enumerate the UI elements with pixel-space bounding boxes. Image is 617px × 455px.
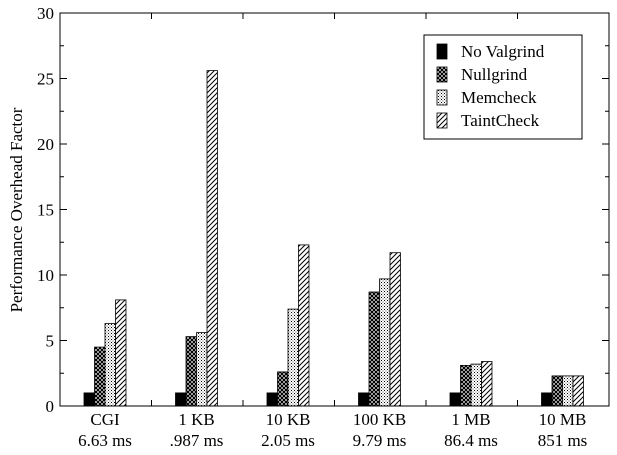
x-tick-label: 1 KB xyxy=(178,410,214,429)
y-tick-label: 5 xyxy=(46,332,55,351)
bar-memcheck xyxy=(196,332,208,407)
legend-swatch-memcheck xyxy=(436,89,448,106)
x-tick-label: 1 MB xyxy=(451,410,490,429)
bar-memcheck xyxy=(104,323,116,407)
bar-no-valgrind xyxy=(83,392,95,407)
bar-taintcheck xyxy=(206,70,218,407)
x-tick-sublabel: 851 ms xyxy=(538,431,588,450)
y-tick-label: 10 xyxy=(37,266,54,285)
bar-memcheck xyxy=(562,375,574,407)
bar-taintcheck xyxy=(572,375,584,407)
bar-no-valgrind xyxy=(175,392,187,407)
legend-label: No Valgrind xyxy=(461,42,545,61)
bar-nullgrind xyxy=(94,346,106,407)
legend-swatch-taintcheck xyxy=(436,112,448,129)
bar-no-valgrind xyxy=(358,392,370,407)
x-tick-sublabel: 6.63 ms xyxy=(78,431,132,450)
x-tick-sublabel: 2.05 ms xyxy=(261,431,315,450)
x-tick-sublabel: 9.79 ms xyxy=(353,431,407,450)
legend-label: TaintCheck xyxy=(461,111,540,130)
legend-frame xyxy=(423,34,583,140)
bar-nullgrind xyxy=(460,364,472,407)
bar-memcheck xyxy=(379,278,391,407)
x-tick-sublabel: 86.4 ms xyxy=(444,431,498,450)
bar-no-valgrind xyxy=(266,392,278,407)
bar-no-valgrind xyxy=(449,392,461,407)
legend-label: Memcheck xyxy=(461,88,537,107)
bar-taintcheck xyxy=(481,361,493,407)
x-tick-label: 100 KB xyxy=(353,410,406,429)
bar-nullgrind xyxy=(551,375,563,407)
bar-nullgrind xyxy=(277,371,289,407)
legend: No Valgrind Nullgrind Memcheck TaintCheck xyxy=(423,34,583,140)
bar-taintcheck xyxy=(115,299,127,407)
bar-memcheck xyxy=(287,308,299,407)
legend-swatch-no-valgrind xyxy=(436,43,448,60)
bar-taintcheck xyxy=(298,244,310,407)
x-tick-label: CGI xyxy=(90,410,120,429)
legend-swatch-nullgrind xyxy=(436,66,448,83)
y-tick-label: 30 xyxy=(37,4,54,23)
y-axis-label: Performance Overhead Factor xyxy=(7,107,26,312)
y-tick-label: 20 xyxy=(37,135,54,154)
y-tick-label: 25 xyxy=(37,70,54,89)
x-tick-sublabel: .987 ms xyxy=(170,431,224,450)
bar-memcheck xyxy=(470,363,482,407)
x-tick-label: 10 KB xyxy=(266,410,311,429)
x-tick-label: 10 MB xyxy=(539,410,587,429)
bar-taintcheck xyxy=(389,252,401,407)
axis-ticks: CGI 6.63 ms 1 KB .987 ms 10 KB 2.05 ms 100 KB 9… xyxy=(37,4,610,450)
y-tick-label: 15 xyxy=(37,201,54,220)
y-tick-label: 0 xyxy=(46,397,55,416)
bar-no-valgrind xyxy=(541,392,553,407)
bar-nullgrind xyxy=(185,336,197,407)
bars-layer xyxy=(83,70,584,407)
bar-nullgrind xyxy=(368,291,380,407)
legend-label: Nullgrind xyxy=(461,65,528,84)
